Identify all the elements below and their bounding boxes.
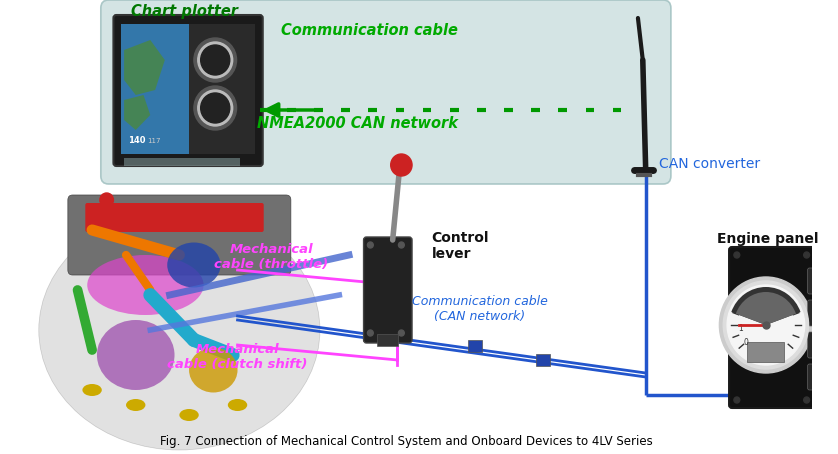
Circle shape [200,93,230,123]
Wedge shape [736,292,796,325]
Circle shape [804,397,810,403]
Ellipse shape [168,242,220,287]
Circle shape [198,42,233,78]
Ellipse shape [87,255,204,315]
Text: 4: 4 [768,298,773,307]
FancyBboxPatch shape [377,334,398,346]
Circle shape [814,276,823,286]
Circle shape [200,45,230,75]
Circle shape [367,330,373,336]
Circle shape [814,372,823,382]
Text: Mechanical
cable (clutch shift): Mechanical cable (clutch shift) [168,343,308,371]
Circle shape [391,154,412,176]
Circle shape [198,90,233,126]
Text: 117: 117 [147,138,161,144]
FancyBboxPatch shape [113,15,263,166]
Circle shape [804,252,810,258]
Text: Control
lever: Control lever [432,231,489,261]
Ellipse shape [228,399,247,411]
Wedge shape [732,287,800,325]
FancyBboxPatch shape [364,237,412,343]
Polygon shape [122,24,189,154]
Ellipse shape [179,409,199,421]
FancyBboxPatch shape [122,24,255,154]
Circle shape [734,397,740,403]
FancyBboxPatch shape [808,332,829,358]
Circle shape [814,340,823,350]
Circle shape [814,308,823,318]
Circle shape [398,330,404,336]
Text: 0: 0 [743,338,748,347]
FancyBboxPatch shape [101,0,671,184]
Ellipse shape [39,210,320,450]
Circle shape [194,86,236,130]
Ellipse shape [126,399,146,411]
FancyBboxPatch shape [808,268,829,294]
Polygon shape [124,40,165,95]
Ellipse shape [97,320,174,390]
FancyBboxPatch shape [68,195,291,275]
Text: Engine panel: Engine panel [717,232,819,246]
Polygon shape [124,95,150,130]
FancyBboxPatch shape [85,203,264,232]
Text: 5: 5 [781,306,785,315]
Ellipse shape [82,384,101,396]
Circle shape [734,252,740,258]
Text: CAN converter: CAN converter [660,157,760,171]
Circle shape [723,281,809,369]
Text: Mechanical
cable (throttle): Mechanical cable (throttle) [215,243,328,271]
FancyBboxPatch shape [189,24,255,154]
Text: Communication cable: Communication cable [282,23,458,38]
FancyBboxPatch shape [468,340,482,352]
Circle shape [367,242,373,248]
FancyBboxPatch shape [808,364,829,390]
FancyBboxPatch shape [808,300,829,326]
FancyBboxPatch shape [729,247,815,408]
FancyBboxPatch shape [536,354,550,366]
FancyBboxPatch shape [747,342,784,362]
Circle shape [100,193,113,207]
Text: Chart plotter: Chart plotter [131,4,238,19]
FancyBboxPatch shape [124,158,241,166]
Text: 2: 2 [742,309,746,318]
Circle shape [727,285,804,365]
Circle shape [719,277,813,373]
Text: 1: 1 [737,324,742,333]
Text: Fig. 7 Connection of Mechanical Control System and Onboard Devices to 4LV Series: Fig. 7 Connection of Mechanical Control … [160,435,653,448]
Text: NMEA2000 CAN network: NMEA2000 CAN network [257,116,458,131]
Text: 3: 3 [753,299,758,308]
Circle shape [194,38,236,82]
Text: 140: 140 [128,136,146,145]
Circle shape [398,242,404,248]
Ellipse shape [189,347,237,393]
Text: Communication cable
(CAN network): Communication cable (CAN network) [412,295,548,323]
